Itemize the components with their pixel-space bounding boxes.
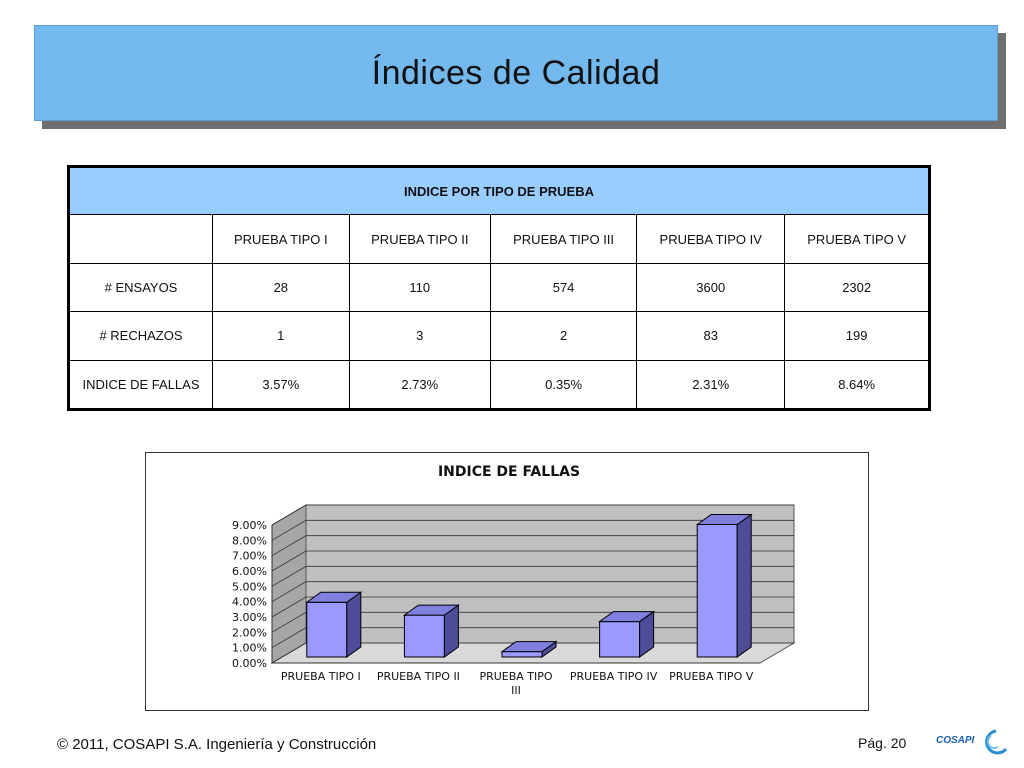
logo-arc-icon xyxy=(985,729,1008,755)
bar-side xyxy=(346,591,362,658)
y-tick-label: 1.00% xyxy=(232,642,267,655)
chart-frame: INDICE DE FALLAS 0.00% 1.00% 2.00% 3.00% 4.0… xyxy=(145,452,869,711)
quality-index-table: INDICE POR TIPO DE PRUEBA PRUEBA TIPO I … xyxy=(67,165,931,411)
chart-title: INDICE DE FALLAS xyxy=(438,464,580,480)
bar-top xyxy=(402,604,460,616)
table-cell: 0.35% xyxy=(489,359,638,411)
table-column-row: PRUEBA TIPO I PRUEBA TIPO II PRUEBA TIPO… xyxy=(68,214,930,264)
table-cell: 2302 xyxy=(784,262,930,313)
x-tick-label: PRUEBA TIPO IV xyxy=(570,670,658,683)
table-cell: 110 xyxy=(348,262,491,313)
x-tick-label: PRUEBA TIPO III xyxy=(479,670,552,697)
y-tick-label: 7.00% xyxy=(232,550,267,563)
chart-side-wall xyxy=(271,504,307,664)
chart-gridline xyxy=(271,504,794,526)
bar-front xyxy=(696,524,738,658)
y-tick-label: 9.00% xyxy=(232,519,267,532)
y-tick-label: 8.00% xyxy=(232,534,267,547)
table-cell: 83 xyxy=(636,311,786,361)
bar-front xyxy=(306,601,348,658)
table-cell: 3 xyxy=(348,311,491,361)
table-cell: 2.73% xyxy=(348,359,491,411)
x-tick-label: PRUEBA TIPO V xyxy=(669,670,754,683)
column-header: PRUEBA TIPO II xyxy=(348,214,491,264)
y-tick-label: 2.00% xyxy=(232,626,267,639)
table-cell: 1 xyxy=(212,311,350,361)
bar-top xyxy=(598,611,656,623)
fallas-chart: INDICE DE FALLAS 0.00% 1.00% 2.00% 3.00% 4.0… xyxy=(232,464,796,697)
chart-gridline xyxy=(271,596,794,618)
table-cell: 574 xyxy=(489,262,638,313)
column-header: PRUEBA TIPO V xyxy=(784,214,930,264)
table-cell: 8.64% xyxy=(784,359,930,411)
row-label: # ENSAYOS xyxy=(68,262,213,313)
column-header: PRUEBA TIPO IV xyxy=(636,214,786,264)
chart-gridline xyxy=(271,519,794,541)
bar-front xyxy=(599,621,641,658)
title-bar: Índices de Calidad xyxy=(34,25,998,121)
table-cell: 199 xyxy=(784,311,930,361)
bar-top xyxy=(695,514,753,526)
table-cell: 2.31% xyxy=(636,359,786,411)
bar-top xyxy=(305,591,363,603)
y-tick-label: 6.00% xyxy=(232,565,267,578)
table-cell: 3.57% xyxy=(212,359,350,411)
y-tick-label: 3.00% xyxy=(232,611,267,624)
row-label: # RECHAZOS xyxy=(68,311,213,361)
footer-copyright: © 2011, COSAPI S.A. Ingeniería y Constru… xyxy=(57,736,377,753)
x-tick-label: PRUEBA TIPO I xyxy=(281,670,361,683)
bar-top xyxy=(500,641,558,653)
slide-title: Índices de Calidad xyxy=(371,53,661,92)
column-header: PRUEBA TIPO III xyxy=(489,214,638,264)
y-tick-label: 4.00% xyxy=(232,596,267,609)
chart-gridline xyxy=(271,535,794,557)
logo-text: COSAPI xyxy=(936,735,975,746)
chart-gridline xyxy=(271,550,794,572)
logo-inner-arc-icon xyxy=(986,735,999,750)
bar-front xyxy=(403,614,445,658)
row-label: INDICE DE FALLAS xyxy=(68,359,213,411)
table-row: # RECHAZOS 1 3 2 83 199 xyxy=(68,311,930,361)
table-cell: 3600 xyxy=(636,262,786,313)
table-row: INDICE DE FALLAS 3.57% 2.73% 0.35% 2.31%… xyxy=(68,359,930,411)
x-tick-label: PRUEBA TIPO II xyxy=(377,670,460,683)
page-number: Pág. 20 xyxy=(858,735,907,751)
column-header: PRUEBA TIPO I xyxy=(212,214,350,264)
bar-front xyxy=(501,651,543,658)
table-cell: 28 xyxy=(212,262,350,313)
table-row: # ENSAYOS 28 110 574 3600 2302 xyxy=(68,262,930,313)
bar-side xyxy=(736,513,752,658)
column-header-empty xyxy=(68,214,213,264)
table-header-row: INDICE POR TIPO DE PRUEBA xyxy=(68,165,930,216)
table-cell: 2 xyxy=(489,311,638,361)
cosapi-logo: COSAPI xyxy=(936,722,1012,756)
y-tick-label: 0.00% xyxy=(232,657,267,670)
y-tick-label: 5.00% xyxy=(232,580,267,593)
chart-gridline xyxy=(271,565,794,587)
table-header: INDICE POR TIPO DE PRUEBA xyxy=(68,165,930,216)
chart-gridline xyxy=(271,581,794,603)
